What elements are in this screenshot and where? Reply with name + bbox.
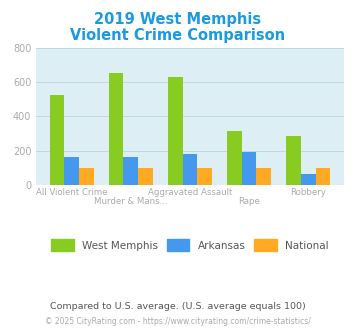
Bar [124, 157, 138, 185]
Bar [138, 168, 153, 185]
Text: Violent Crime Comparison: Violent Crime Comparison [70, 28, 285, 43]
Bar [79, 168, 94, 185]
Text: 2019 West Memphis: 2019 West Memphis [94, 12, 261, 26]
Bar [50, 95, 64, 185]
Text: Rape: Rape [238, 197, 260, 206]
Bar [227, 131, 242, 185]
Bar [197, 168, 212, 185]
Bar [168, 77, 182, 185]
Legend: West Memphis, Arkansas, National: West Memphis, Arkansas, National [51, 240, 329, 251]
Text: Murder & Mans...: Murder & Mans... [94, 197, 168, 206]
Bar [242, 152, 256, 185]
Bar [64, 157, 79, 185]
Bar [109, 73, 124, 185]
Text: Compared to U.S. average. (U.S. average equals 100): Compared to U.S. average. (U.S. average … [50, 302, 305, 311]
Bar [286, 136, 301, 185]
Bar [301, 174, 316, 185]
Bar [182, 154, 197, 185]
Text: © 2025 CityRating.com - https://www.cityrating.com/crime-statistics/: © 2025 CityRating.com - https://www.city… [45, 317, 310, 326]
Bar [256, 168, 271, 185]
Bar [316, 168, 330, 185]
